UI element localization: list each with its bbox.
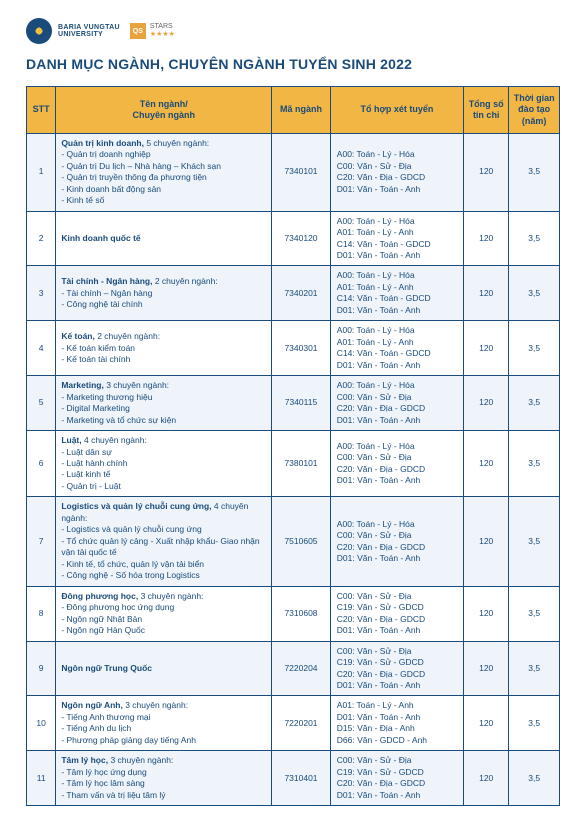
cell-duration: 3,5 — [509, 751, 560, 806]
cell-code: 7310401 — [272, 751, 331, 806]
page-title: DANH MỤC NGÀNH, CHUYÊN NGÀNH TUYỂN SINH … — [26, 56, 560, 72]
col-name: Tên ngành/Chuyên ngành — [56, 87, 272, 134]
cell-code: 7220204 — [272, 641, 331, 696]
cell-major: Tài chính - Ngân hàng, 2 chuyên ngành:- … — [56, 266, 272, 321]
cell-duration: 3,5 — [509, 497, 560, 586]
cell-stt: 6 — [27, 431, 56, 497]
bvu-logo: BARIA VUNGTAU UNIVERSITY — [26, 18, 120, 44]
qs-stars-badge: QS STARS ★★★★ — [130, 23, 175, 39]
table-body: 1Quản trị kinh doanh, 5 chuyên ngành:- Q… — [27, 133, 560, 805]
cell-code: 7220201 — [272, 696, 331, 751]
cell-combo: A00: Toán - Lý - HóaC00: Văn - Sử - ĐịaC… — [330, 431, 463, 497]
cell-duration: 3,5 — [509, 696, 560, 751]
qs-icon: QS — [130, 23, 146, 39]
qs-bot: ★★★★ — [150, 31, 175, 39]
univ-name-bot: UNIVERSITY — [58, 31, 120, 38]
col-credits: Tổng số tín chỉ — [464, 87, 509, 134]
cell-credits: 120 — [464, 431, 509, 497]
cell-stt: 1 — [27, 133, 56, 211]
cell-major: Quản trị kinh doanh, 5 chuyên ngành:- Qu… — [56, 133, 272, 211]
cell-major: Tâm lý học, 3 chuyên ngành:- Tâm lý học … — [56, 751, 272, 806]
cell-code: 7340201 — [272, 266, 331, 321]
cell-combo: A00: Toán - Lý - HóaA01: Toán - Lý - Anh… — [330, 266, 463, 321]
cell-stt: 8 — [27, 586, 56, 641]
cell-code: 7340101 — [272, 133, 331, 211]
cell-code: 7340120 — [272, 211, 331, 266]
cell-duration: 3,5 — [509, 266, 560, 321]
cell-combo: A00: Toán - Lý - HóaA01: Toán - Lý - Anh… — [330, 211, 463, 266]
cell-stt: 11 — [27, 751, 56, 806]
cell-combo: A01: Toán - Lý - AnhD01: Văn - Toán - An… — [330, 696, 463, 751]
cell-duration: 3,5 — [509, 376, 560, 431]
table-row: 10Ngôn ngữ Anh, 3 chuyên ngành:- Tiếng A… — [27, 696, 560, 751]
col-combo: Tổ hợp xét tuyển — [330, 87, 463, 134]
col-stt: STT — [27, 87, 56, 134]
cell-code: 7340301 — [272, 321, 331, 376]
document-page: BARIA VUNGTAU UNIVERSITY QS STARS ★★★★ D… — [0, 0, 586, 826]
cell-code: 7510605 — [272, 497, 331, 586]
cell-credits: 120 — [464, 376, 509, 431]
table-row: 2Kinh doanh quốc tế7340120A00: Toán - Lý… — [27, 211, 560, 266]
cell-combo: A00: Toán - Lý - HóaC00: Văn - Sử - ĐịaC… — [330, 497, 463, 586]
cell-combo: C00: Văn - Sử - ĐịaC19: Văn - Sử - GDCDC… — [330, 641, 463, 696]
table-row: 9Ngôn ngữ Trung Quốc7220204C00: Văn - Sử… — [27, 641, 560, 696]
table-row: 4Kế toán, 2 chuyên ngành:- Kế toán kiểm … — [27, 321, 560, 376]
cell-credits: 120 — [464, 321, 509, 376]
cell-code: 7310608 — [272, 586, 331, 641]
cell-major: Ngôn ngữ Anh, 3 chuyên ngành:- Tiếng Anh… — [56, 696, 272, 751]
cell-duration: 3,5 — [509, 586, 560, 641]
bvu-seal-icon — [26, 18, 52, 44]
cell-code: 7340115 — [272, 376, 331, 431]
table-row: 6Luật, 4 chuyên ngành:- Luật dân sự- Luậ… — [27, 431, 560, 497]
header-logos: BARIA VUNGTAU UNIVERSITY QS STARS ★★★★ — [26, 18, 560, 44]
col-duration: Thời gian đào tạo (năm) — [509, 87, 560, 134]
table-row: 5Marketing, 3 chuyên ngành:- Marketing t… — [27, 376, 560, 431]
bvu-logo-text: BARIA VUNGTAU UNIVERSITY — [58, 24, 120, 38]
cell-stt: 3 — [27, 266, 56, 321]
univ-name-top: BARIA VUNGTAU — [58, 24, 120, 31]
cell-duration: 3,5 — [509, 641, 560, 696]
cell-credits: 120 — [464, 696, 509, 751]
table-row: 3Tài chính - Ngân hàng, 2 chuyên ngành:-… — [27, 266, 560, 321]
cell-combo: A00: Toán - Lý - HóaA01: Toán - Lý - Anh… — [330, 321, 463, 376]
cell-major: Kế toán, 2 chuyên ngành:- Kế toán kiểm t… — [56, 321, 272, 376]
cell-major: Logistics và quản lý chuỗi cung ứng, 4 c… — [56, 497, 272, 586]
qs-top: STARS — [150, 23, 175, 31]
cell-stt: 2 — [27, 211, 56, 266]
table-head: STT Tên ngành/Chuyên ngành Mã ngành Tổ h… — [27, 87, 560, 134]
qs-text: STARS ★★★★ — [150, 23, 175, 38]
cell-combo: C00: Văn - Sử - ĐịaC19: Văn - Sử - GDCDC… — [330, 751, 463, 806]
cell-stt: 5 — [27, 376, 56, 431]
table-row: 8Đông phương học, 3 chuyên ngành:- Đông … — [27, 586, 560, 641]
cell-combo: A00: Toán - Lý - HóaC00: Văn - Sử - ĐịaC… — [330, 133, 463, 211]
cell-credits: 120 — [464, 266, 509, 321]
cell-combo: C00: Văn - Sử - ĐịaC19: Văn - Sử - GDCDC… — [330, 586, 463, 641]
cell-credits: 120 — [464, 497, 509, 586]
cell-duration: 3,5 — [509, 211, 560, 266]
cell-code: 7380101 — [272, 431, 331, 497]
cell-duration: 3,5 — [509, 321, 560, 376]
cell-major: Kinh doanh quốc tế — [56, 211, 272, 266]
cell-credits: 120 — [464, 211, 509, 266]
cell-credits: 120 — [464, 586, 509, 641]
cell-credits: 120 — [464, 133, 509, 211]
cell-duration: 3,5 — [509, 133, 560, 211]
col-code: Mã ngành — [272, 87, 331, 134]
table-row: 11Tâm lý học, 3 chuyên ngành:- Tâm lý họ… — [27, 751, 560, 806]
cell-stt: 10 — [27, 696, 56, 751]
cell-major: Marketing, 3 chuyên ngành:- Marketing th… — [56, 376, 272, 431]
cell-major: Ngôn ngữ Trung Quốc — [56, 641, 272, 696]
cell-duration: 3,5 — [509, 431, 560, 497]
cell-credits: 120 — [464, 751, 509, 806]
cell-major: Đông phương học, 3 chuyên ngành:- Đông p… — [56, 586, 272, 641]
cell-combo: A00: Toán - Lý - HóaC00: Văn - Sử - ĐịaC… — [330, 376, 463, 431]
table-row: 7Logistics và quản lý chuỗi cung ứng, 4 … — [27, 497, 560, 586]
cell-credits: 120 — [464, 641, 509, 696]
cell-major: Luật, 4 chuyên ngành:- Luật dân sự- Luật… — [56, 431, 272, 497]
admissions-table: STT Tên ngành/Chuyên ngành Mã ngành Tổ h… — [26, 86, 560, 806]
table-row: 1Quản trị kinh doanh, 5 chuyên ngành:- Q… — [27, 133, 560, 211]
cell-stt: 9 — [27, 641, 56, 696]
cell-stt: 4 — [27, 321, 56, 376]
cell-stt: 7 — [27, 497, 56, 586]
